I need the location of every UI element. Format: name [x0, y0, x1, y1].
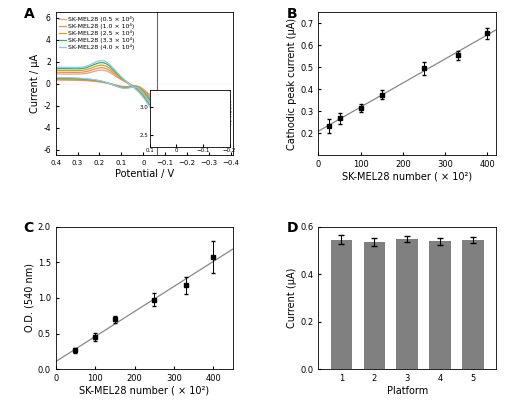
Bar	[330, 240, 351, 369]
Legend: SK-MEL28 (0.5 × 10⁴), SK-MEL28 (1.0 × 10⁴), SK-MEL28 (2.5 × 10⁴), SK-MEL28 (3.3 : SK-MEL28 (0.5 × 10⁴), SK-MEL28 (1.0 × 10…	[59, 16, 135, 51]
X-axis label: Potential / V: Potential / V	[115, 169, 174, 179]
Y-axis label: Current / μA: Current / μA	[30, 54, 40, 113]
X-axis label: Platform: Platform	[386, 386, 427, 396]
Y-axis label: Cathodic peak current (μA): Cathodic peak current (μA)	[287, 18, 297, 150]
Bar	[363, 242, 384, 369]
Bar	[395, 239, 417, 369]
Text: B: B	[286, 7, 296, 21]
Y-axis label: O.D. (540 nm): O.D. (540 nm)	[25, 264, 35, 332]
Text: A: A	[24, 7, 34, 21]
Text: Eₚᶜ = -0.064 V: Eₚᶜ = -0.064 V	[166, 142, 216, 147]
Y-axis label: Current (μA): Current (μA)	[287, 268, 297, 328]
Bar	[428, 242, 450, 369]
X-axis label: SK-MEL28 number ( × 10²): SK-MEL28 number ( × 10²)	[79, 386, 209, 396]
Bar	[461, 240, 483, 369]
Text: D: D	[286, 221, 297, 235]
X-axis label: SK-MEL28 number ( × 10²): SK-MEL28 number ( × 10²)	[341, 172, 471, 182]
Text: C: C	[24, 221, 34, 235]
